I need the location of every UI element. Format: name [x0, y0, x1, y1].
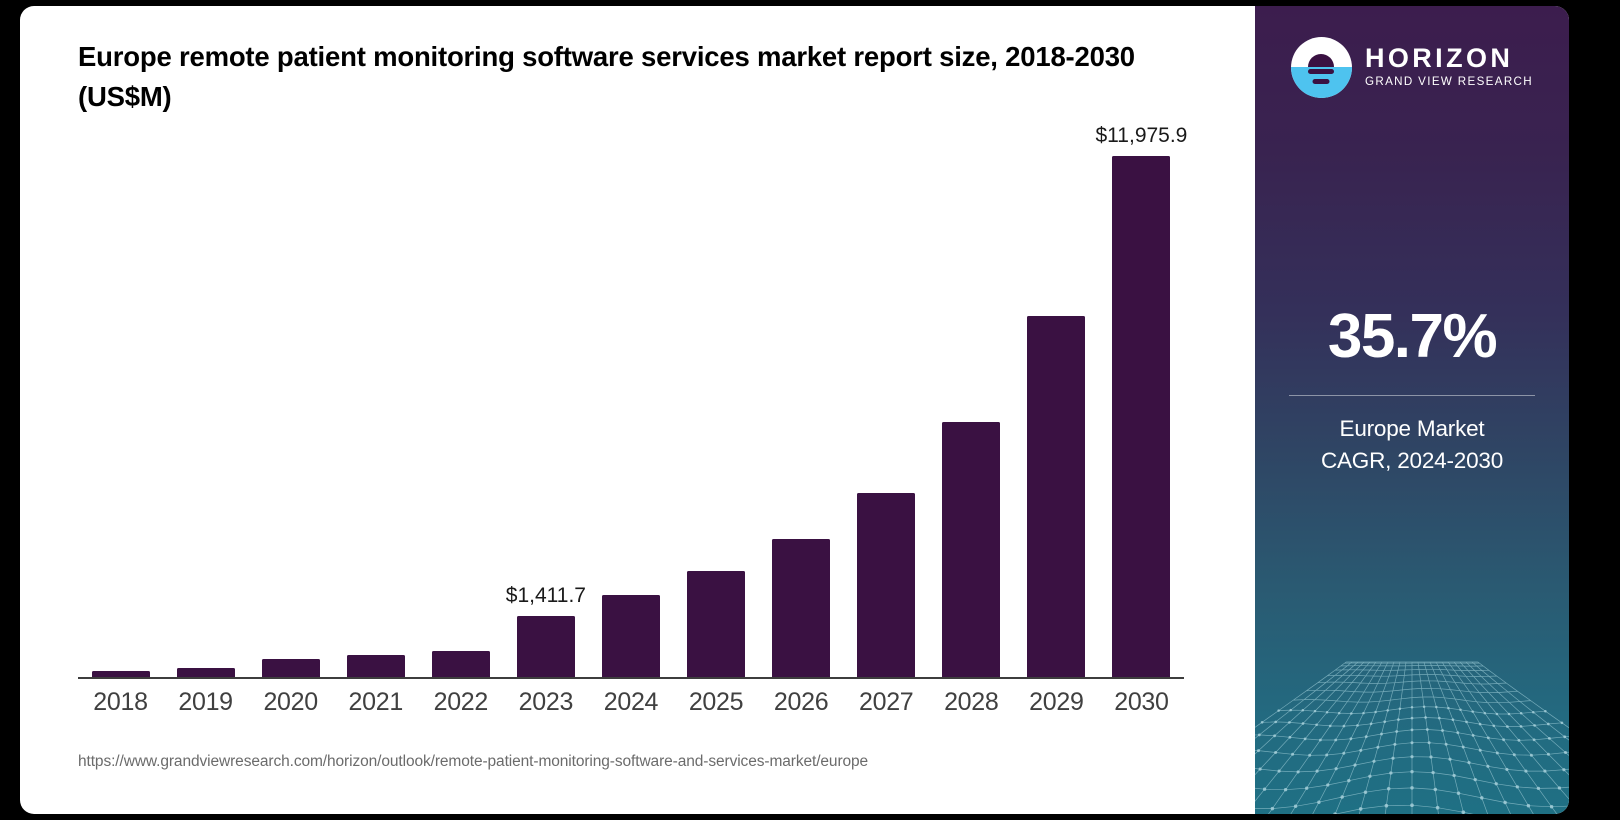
- bar[interactable]: [176, 667, 235, 678]
- brand-sidebar: HORIZON GRAND VIEW RESEARCH 35.7% Europe…: [1255, 6, 1569, 814]
- bar[interactable]: [261, 658, 320, 678]
- bar[interactable]: [942, 421, 1001, 678]
- bar-slot: [674, 156, 759, 678]
- x-axis-tick-label: 2026: [773, 688, 829, 716]
- x-axis-tick-label: 2023: [518, 688, 574, 716]
- bar-value-label: $11,975.9: [1095, 124, 1188, 147]
- bar-slot: $1,411.7: [503, 156, 588, 678]
- x-axis-tick-labels: 2018 2019 2020 2021 2022 2023 2024 2025 2026 2027…: [78, 688, 1184, 717]
- source-url[interactable]: https://www.grandviewresearch.com/horizo…: [78, 753, 869, 770]
- x-axis-tick-label: 2021: [348, 688, 404, 716]
- bar[interactable]: [1027, 316, 1086, 678]
- chart-region: Europe remote patient monitoring softwar…: [20, 6, 1255, 814]
- logo-subtitle: GRAND VIEW RESEARCH: [1364, 75, 1533, 89]
- cagr-desc-line2: CAGR, 2024-2030: [1320, 447, 1504, 473]
- bar-slot: [759, 156, 844, 678]
- cagr-divider: [1289, 395, 1535, 396]
- logo-wordmark: HORIZON GRAND VIEW RESEARCH: [1364, 42, 1533, 91]
- cagr-value: 35.7%: [1327, 302, 1498, 371]
- bar-slot: [418, 156, 503, 678]
- x-axis-tick-label: 2020: [263, 688, 318, 716]
- bar[interactable]: [91, 671, 150, 678]
- bar[interactable]: [772, 539, 831, 678]
- x-axis-tick-label: 2030: [1114, 688, 1169, 716]
- chart-card: Europe remote patient monitoring softwar…: [20, 6, 1569, 814]
- x-axis-tick-label: 2028: [944, 688, 999, 716]
- x-axis-tick-label: 2027: [858, 688, 914, 716]
- bar-series: $1,411.7 $11,975.9: [78, 124, 1187, 678]
- logo-bar-top: [1308, 69, 1335, 75]
- x-axis-tick-label: 2019: [178, 688, 233, 716]
- bar[interactable]: [857, 492, 916, 678]
- bar-slot: [163, 156, 248, 678]
- x-axis-tick-label: 2022: [433, 688, 489, 716]
- x-axis-line: [78, 677, 1184, 679]
- bar-slot: [248, 156, 333, 678]
- bar-slot: [844, 156, 929, 678]
- bar-slot: $11,975.9: [1096, 124, 1187, 678]
- horizon-logo: HORIZON GRAND VIEW RESEARCH: [1255, 34, 1569, 100]
- cagr-desc-line1: Europe Market: [1339, 416, 1485, 441]
- wireframe-mesh-graphic: [1255, 661, 1569, 814]
- bar-value-label: $1,411.7: [505, 584, 586, 608]
- logo-bar-bottom: [1312, 78, 1330, 84]
- bar-slot: [78, 156, 163, 678]
- bar-slot: [1014, 156, 1099, 678]
- bar-slot: [929, 156, 1014, 678]
- bar[interactable]: [346, 654, 405, 678]
- bar-slot: [333, 156, 418, 678]
- bar[interactable]: [601, 595, 660, 678]
- x-axis-tick-label: 2029: [1029, 688, 1084, 716]
- x-axis-tick-label: 2018: [93, 688, 148, 716]
- page-title: Europe remote patient monitoring softwar…: [78, 41, 1135, 113]
- logo-word: HORIZON: [1364, 42, 1514, 73]
- bar[interactable]: [687, 571, 746, 678]
- cagr-block: 35.7% Europe Market CAGR, 2024-2030: [1255, 306, 1569, 477]
- bar[interactable]: [1112, 156, 1171, 678]
- x-axis-tick-label: 2024: [603, 688, 659, 716]
- x-axis-tick-label: 2025: [688, 688, 744, 716]
- logo-sun-dome: [1308, 54, 1335, 67]
- horizon-sunset-circle-icon: [1290, 36, 1352, 98]
- bar-slot: [588, 156, 673, 678]
- cagr-description: Europe Market CAGR, 2024-2030: [1255, 413, 1569, 477]
- bar[interactable]: [516, 616, 575, 678]
- bar[interactable]: [431, 651, 490, 678]
